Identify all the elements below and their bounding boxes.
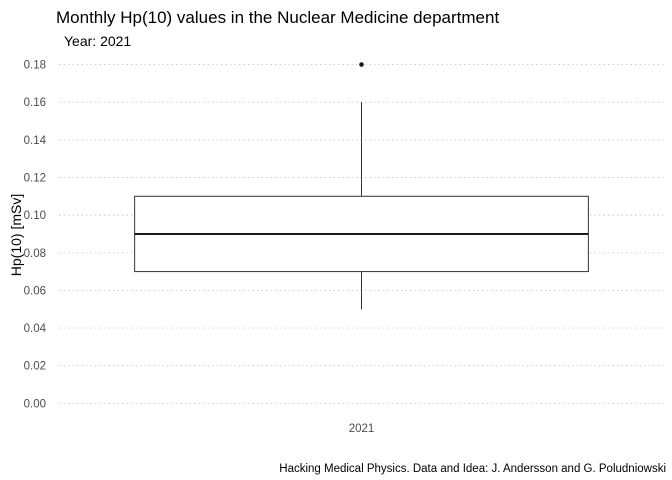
y-tick-label: 0.16 (24, 97, 46, 109)
y-tick-label: 0.08 (24, 248, 46, 260)
outlier-point (359, 62, 364, 67)
y-tick-labels: 0.00 0.02 0.04 0.06 0.08 0.10 0.12 0.14 0.16 0.18 (24, 60, 47, 411)
box-layer (134, 62, 589, 310)
chart-title: Monthly Hp(10) values in the Nuclear Med… (56, 8, 499, 27)
y-tick-label: 0.02 (24, 361, 46, 373)
chart-subtitle: Year: 2021 (64, 33, 131, 49)
y-tick-label: 0.00 (24, 398, 46, 410)
y-axis-title: Hp(10) [mSv] (8, 194, 24, 276)
y-tick-label: 0.18 (24, 60, 46, 72)
x-tick-labels: 2021 (349, 423, 375, 435)
y-tick-label: 0.12 (24, 172, 46, 184)
box-2021 (134, 62, 589, 310)
y-tick-label: 0.10 (24, 210, 46, 222)
y-tick-label: 0.06 (24, 285, 46, 297)
x-tick-label: 2021 (349, 423, 375, 435)
chart-caption: Hacking Medical Physics. Data and Idea: … (279, 463, 666, 475)
y-tick-label: 0.14 (24, 135, 47, 147)
y-tick-label: 0.04 (24, 323, 47, 335)
